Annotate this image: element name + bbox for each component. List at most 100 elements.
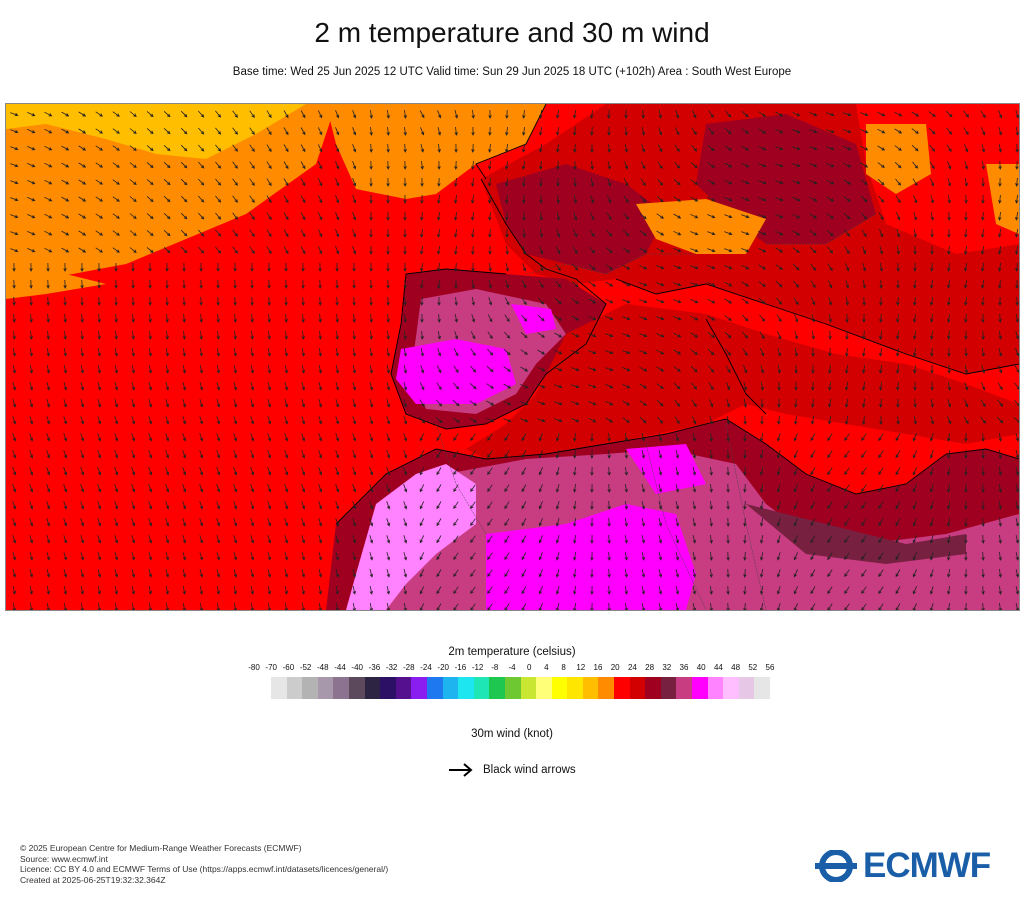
wind-arrow <box>318 296 322 306</box>
wind-arrow <box>878 569 884 578</box>
wind-arrow <box>776 535 781 544</box>
wind-arrow <box>114 484 119 493</box>
wind-arrow <box>266 195 272 204</box>
wind-arrow <box>420 263 424 272</box>
wind-arrow <box>114 603 118 610</box>
colorbar-tick-label: -16 <box>454 663 467 672</box>
wind-arrow <box>352 161 357 170</box>
wind-arrow <box>233 296 237 306</box>
wind-arrow <box>403 143 407 153</box>
wind-arrow <box>556 194 560 204</box>
wind-arrow <box>163 111 171 118</box>
wind-arrow <box>182 569 186 578</box>
wind-arrow <box>520 332 528 339</box>
wind-arrow <box>129 179 137 186</box>
wind-arrow <box>233 569 237 578</box>
wind-arrow <box>690 332 699 338</box>
wind-arrow <box>724 331 732 339</box>
wind-arrow <box>964 585 968 595</box>
wind-arrow <box>588 384 597 389</box>
wind-arrow <box>981 194 985 204</box>
wind-arrow <box>913 195 918 204</box>
wind-arrow <box>673 265 682 270</box>
wind-arrow <box>233 603 237 610</box>
wind-arrow <box>487 586 493 595</box>
wind-arrow <box>267 348 271 357</box>
wind-arrow <box>61 196 70 202</box>
wind-arrow <box>504 331 511 339</box>
wind-arrow <box>453 518 459 527</box>
wind-arrow <box>913 296 917 306</box>
wind-arrow <box>622 350 631 355</box>
wind-arrow <box>675 467 680 476</box>
wind-arrow <box>981 279 985 289</box>
wind-arrow <box>80 382 84 391</box>
wind-arrow <box>674 416 680 425</box>
wind-arrow <box>641 144 646 153</box>
wind-arrow <box>692 535 696 544</box>
wind-arrow <box>199 296 203 306</box>
wind-arrow <box>827 586 833 595</box>
wind-arrow <box>930 262 934 272</box>
wind-arrow <box>63 535 68 544</box>
wind-arrow <box>420 177 424 187</box>
wind-arrow <box>232 127 238 135</box>
wind-arrow <box>165 348 169 357</box>
wind-arrow <box>453 501 459 510</box>
wind-arrow <box>607 127 611 136</box>
wind-arrow <box>317 178 323 187</box>
wind-arrow <box>1015 245 1019 255</box>
wind-arrow <box>386 552 391 561</box>
wind-arrow <box>29 518 34 527</box>
wind-arrow <box>792 129 801 134</box>
wind-arrow <box>622 333 631 338</box>
wind-arrow <box>114 501 119 510</box>
wind-arrow <box>352 330 356 340</box>
wind-arrow <box>301 552 306 561</box>
wind-arrow <box>284 467 289 476</box>
wind-arrow <box>554 418 563 423</box>
wind-arrow <box>743 415 747 425</box>
wind-arrow <box>981 568 985 578</box>
wind-arrow <box>981 466 985 476</box>
wind-arrow <box>947 484 951 493</box>
wind-arrow <box>521 603 527 610</box>
wind-arrow <box>233 450 238 459</box>
wind-arrow <box>964 449 968 459</box>
wind-arrow <box>300 178 306 187</box>
wind-arrow <box>487 348 494 356</box>
wind-arrow <box>674 127 680 136</box>
wind-arrow <box>639 383 648 389</box>
wind-arrow <box>810 586 816 595</box>
wind-arrow <box>537 418 546 423</box>
wind-arrow <box>419 416 426 424</box>
wind-arrow <box>301 484 306 493</box>
wind-arrow <box>692 467 696 476</box>
wind-arrow <box>29 552 34 561</box>
wind-arrow <box>878 552 884 561</box>
wind-arrow <box>267 416 272 425</box>
wind-arrow <box>420 246 424 255</box>
wind-arrow <box>369 552 374 561</box>
wind-arrow <box>267 501 272 510</box>
colorbar-tick-label: -48 <box>317 663 329 672</box>
wind-arrow <box>726 382 731 391</box>
wind-arrow <box>78 128 87 134</box>
wind-arrow <box>29 330 33 340</box>
wind-arrow <box>369 586 373 595</box>
wind-arrow <box>97 330 101 340</box>
wind-arrow <box>504 501 510 510</box>
wind-arrow <box>80 416 85 425</box>
wind-arrow <box>12 501 17 510</box>
wind-arrow <box>250 398 255 408</box>
wind-arrow <box>148 416 153 425</box>
wind-arrow <box>46 330 50 340</box>
wind-arrow <box>335 313 339 323</box>
wind-arrow <box>198 161 205 169</box>
wind-arrow <box>216 296 220 306</box>
wind-arrow <box>80 279 84 289</box>
wind-arrow <box>573 143 577 153</box>
wind-arrow <box>352 501 357 510</box>
wind-arrow <box>454 143 458 153</box>
wind-arrow <box>861 518 867 527</box>
